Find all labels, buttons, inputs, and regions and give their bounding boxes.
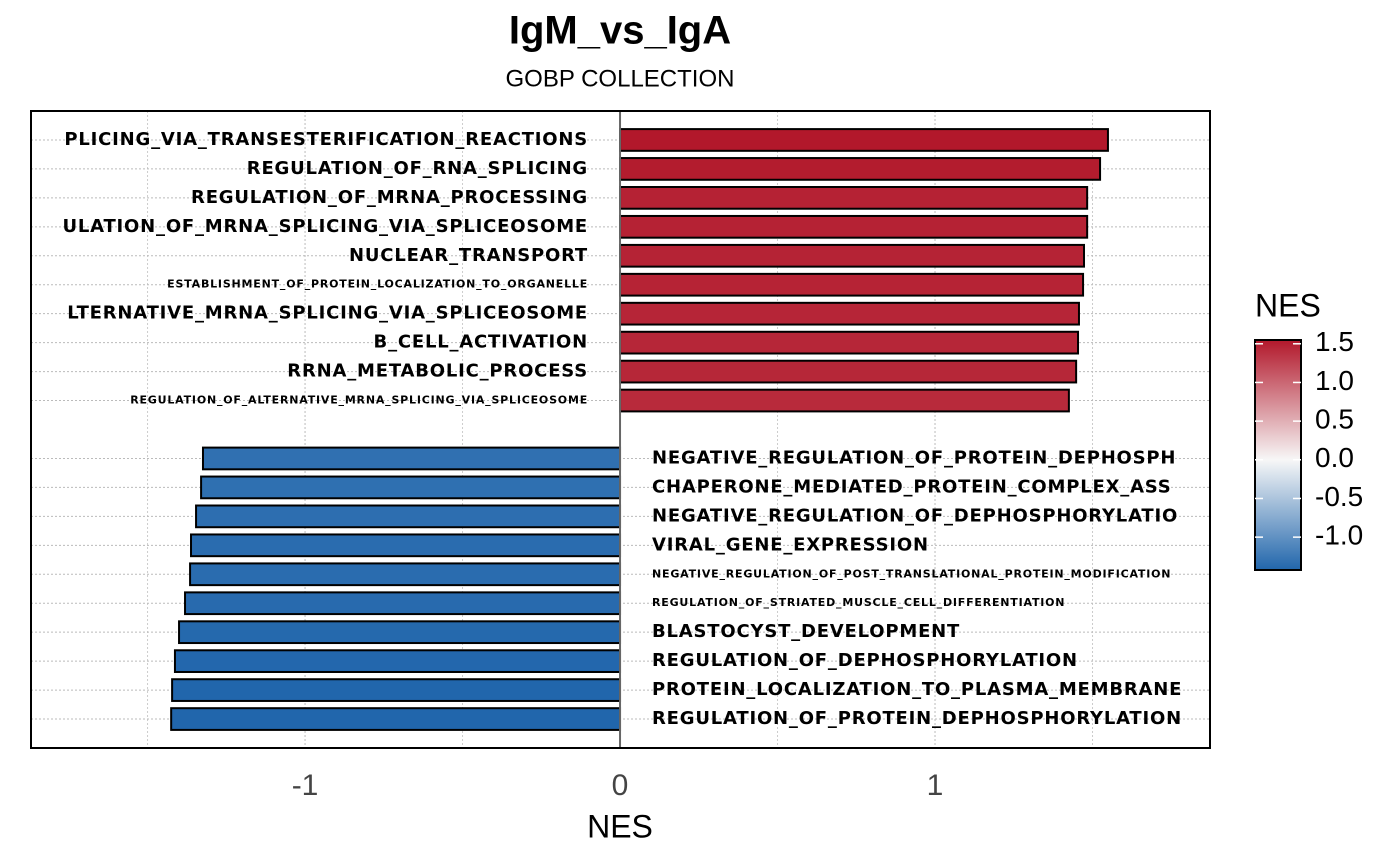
bar xyxy=(619,272,1085,297)
colorbar-tick-label: -0.5 xyxy=(1315,481,1363,512)
y-category-label: NEGATIVE_REGULATION_OF_PROTEIN_DEPHOSPH xyxy=(652,447,1176,468)
y-category-label: B_CELL_ACTIVATION xyxy=(374,332,588,353)
panel-border xyxy=(30,110,1211,749)
plot-area: PLICING_VIA_TRANSESTERIFICATION_REACTION… xyxy=(62,111,1182,748)
bar xyxy=(178,620,622,645)
y-category-label: REGULATION_OF_ALTERNATIVE_MRNA_SPLICING_… xyxy=(130,394,588,407)
y-category-label: ESTABLISHMENT_OF_PROTEIN_LOCALIZATION_TO… xyxy=(167,278,588,291)
bar xyxy=(619,157,1102,181)
y-category-label: BLASTOCYST_DEVELOPMENT xyxy=(652,621,960,642)
bar xyxy=(171,678,622,702)
colorbar-tick-label: 0.5 xyxy=(1315,404,1354,435)
legend: 1.5 1.0 0.5 0.0 -0.5 -1.0 xyxy=(1255,326,1363,551)
bar xyxy=(619,214,1089,239)
y-category-label: REGULATION_OF_PROTEIN_DEPHOSPHORYLATION xyxy=(652,708,1182,729)
colorbar-tick-label: 0.0 xyxy=(1315,442,1354,473)
x-tick-label: -1 xyxy=(292,769,319,802)
x-tick-label: 1 xyxy=(927,769,944,802)
chart-title: IgM_vs_IgA xyxy=(509,9,731,53)
bar xyxy=(619,359,1078,384)
y-category-label: REGULATION_OF_RNA_SPLICING xyxy=(247,158,588,179)
y-category-label: PROTEIN_LOCALIZATION_TO_PLASMA_MEMBRANE xyxy=(652,679,1182,700)
y-category-label: NEGATIVE_REGULATION_OF_POST_TRANSLATIONA… xyxy=(652,567,1171,580)
x-axis-title: NES xyxy=(587,808,653,844)
y-category-label: REGULATION_OF_DEPHOSPHORYLATION xyxy=(652,650,1078,671)
legend-title: NES xyxy=(1255,287,1321,323)
bar xyxy=(619,243,1086,268)
bar xyxy=(184,591,622,616)
bar xyxy=(200,475,622,500)
colorbar-tick-label: 1.5 xyxy=(1315,326,1354,357)
y-category-label: REGULATION_OF_MRNA_PROCESSING xyxy=(191,187,588,208)
colorbar-tick-label: -1.0 xyxy=(1315,520,1363,551)
bar xyxy=(195,504,622,529)
y-category-label: RRNA_METABOLIC_PROCESS xyxy=(287,361,588,382)
bar xyxy=(170,707,622,731)
y-category-label: NUCLEAR_TRANSPORT xyxy=(349,245,588,266)
y-category-label: CHAPERONE_MEDIATED_PROTEIN_COMPLEX_ASS xyxy=(652,476,1172,497)
bar xyxy=(619,330,1080,355)
bar xyxy=(201,446,622,471)
bar xyxy=(619,301,1080,326)
bar xyxy=(619,186,1089,210)
y-category-label: LTERNATIVE_MRNA_SPLICING_VIA_SPLICEOSOME xyxy=(67,303,588,324)
bar xyxy=(190,533,622,558)
bar xyxy=(173,649,622,673)
y-category-label: PLICING_VIA_TRANSESTERIFICATION_REACTION… xyxy=(64,129,588,150)
bar xyxy=(619,388,1070,413)
chart-subtitle: GOBP COLLECTION xyxy=(506,65,735,92)
bar xyxy=(189,562,622,587)
y-category-label: ULATION_OF_MRNA_SPLICING_VIA_SPLICEOSOME xyxy=(62,216,588,237)
y-category-label: REGULATION_OF_STRIATED_MUSCLE_CELL_DIFFE… xyxy=(652,596,1065,609)
colorbar xyxy=(1254,339,1302,571)
y-category-label: VIRAL_GENE_EXPRESSION xyxy=(652,534,929,555)
bar xyxy=(619,128,1109,152)
colorbar-tick-label: 1.0 xyxy=(1315,365,1354,396)
x-tick-label: 0 xyxy=(612,769,629,802)
y-category-label: NEGATIVE_REGULATION_OF_DEPHOSPHORYLATIO xyxy=(652,505,1178,526)
